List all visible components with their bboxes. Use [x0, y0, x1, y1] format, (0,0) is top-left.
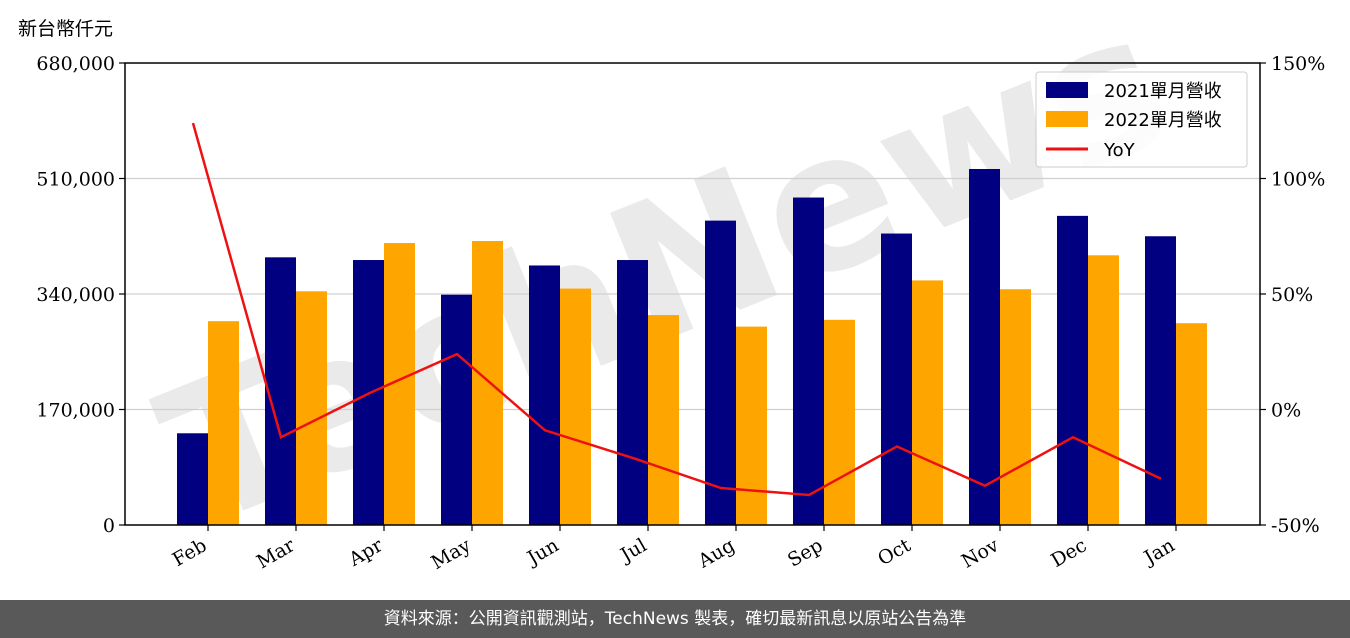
bar-2021-nov — [969, 168, 1000, 526]
source-footer: 資料來源：公開資訊觀測站，TechNews 製表，確切最新訊息以原站公告為準 — [0, 600, 1350, 638]
legend-label-2: YoY — [1103, 140, 1136, 161]
bar-2022-jul — [648, 315, 679, 525]
bar-2022-nov — [1000, 289, 1031, 525]
x-tick-label-sep: Sep — [784, 534, 827, 571]
x-tick-label-apr: Apr — [344, 534, 387, 571]
bar-2021-jul — [617, 260, 648, 525]
left-tick-label: 170,000 — [36, 400, 115, 422]
bar-2022-aug — [736, 326, 767, 525]
right-tick-label: 150% — [1271, 53, 1325, 75]
bar-2022-may — [472, 241, 503, 525]
x-tick-label-may: May — [428, 534, 475, 574]
x-tick-label-nov: Nov — [958, 534, 1003, 573]
x-tick-label-jan: Jan — [1139, 534, 1179, 570]
left-tick-label: 510,000 — [36, 169, 115, 191]
bar-2021-mar — [265, 257, 296, 525]
bar-2021-may — [441, 294, 472, 525]
bar-2022-oct — [912, 280, 943, 525]
bar-2021-feb — [177, 433, 208, 525]
bar-2022-jun — [560, 288, 591, 525]
x-tick-label-jul: Jul — [615, 534, 650, 567]
bar-2021-jan — [1145, 236, 1176, 525]
bar-2021-sep — [793, 197, 824, 525]
bar-2022-sep — [824, 319, 855, 525]
right-tick-label: 50% — [1271, 284, 1313, 306]
legend-box — [1035, 71, 1248, 168]
revenue-chart: TechNews 0170,000340,000510,000680,000-5… — [36, 0, 1325, 574]
left-tick-label: 340,000 — [36, 284, 115, 306]
bar-2021-dec — [1057, 215, 1088, 525]
legend-swatch-0 — [1046, 82, 1088, 98]
bar-2022-dec — [1088, 255, 1119, 525]
legend-label-0: 2021單月營收 — [1104, 81, 1222, 102]
left-tick-label: 680,000 — [36, 53, 115, 75]
yoy-line — [191, 122, 1162, 497]
x-tick-label-aug: Aug — [694, 534, 739, 573]
bar-2022-mar — [296, 291, 327, 525]
legend-label-1: 2022單月營收 — [1104, 110, 1222, 131]
bar-2021-aug — [705, 220, 736, 525]
legend-swatch-1 — [1046, 111, 1088, 127]
y-axis-unit-label: 新台幣仟元 — [18, 18, 114, 40]
x-tick-label-dec: Dec — [1047, 534, 1090, 572]
x-tick-label-oct: Oct — [874, 534, 915, 570]
bar-2021-oct — [881, 233, 912, 525]
right-tick-label: 100% — [1271, 169, 1325, 191]
left-tick-label: 0 — [103, 515, 115, 537]
bar-2022-jan — [1176, 323, 1207, 525]
right-tick-label: 0% — [1271, 400, 1301, 422]
x-tick-label-jun: Jun — [522, 534, 563, 570]
right-tick-label: -50% — [1271, 515, 1320, 537]
bar-2021-jun — [529, 265, 560, 525]
bar-2022-feb — [208, 321, 239, 525]
